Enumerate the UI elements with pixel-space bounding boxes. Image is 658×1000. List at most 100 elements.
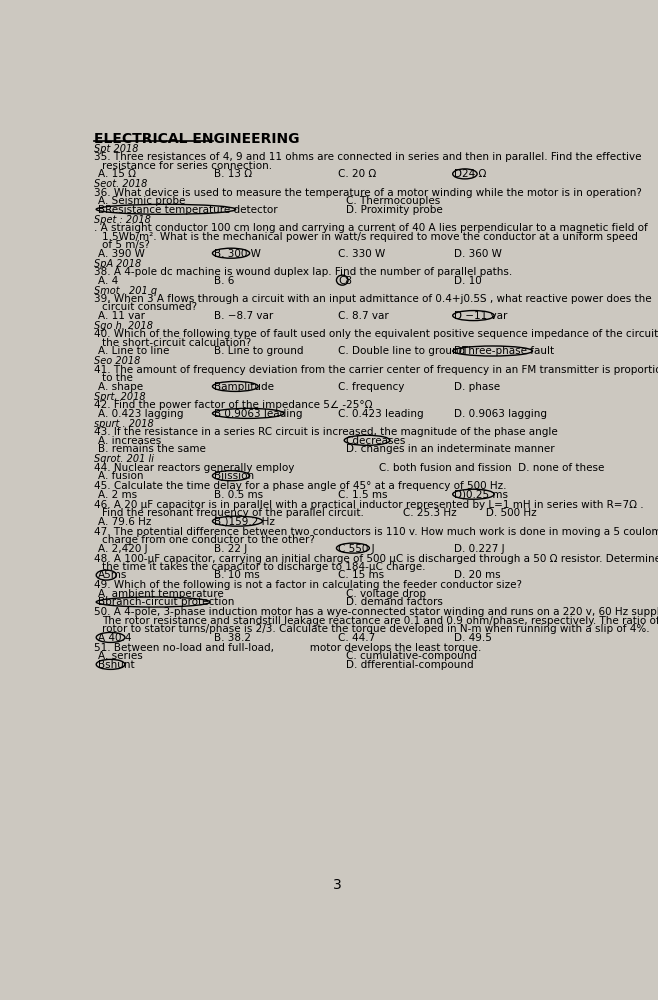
Text: A. 4: A. 4 — [98, 276, 118, 286]
Text: B. remains the same: B. remains the same — [98, 444, 205, 454]
Text: A. 11 var: A. 11 var — [98, 311, 145, 321]
Text: of 5 m/s?: of 5 m/s? — [101, 240, 149, 250]
Text: 42. Find the power factor of the impedance 5∠ -25°Ω: 42. Find the power factor of the impedan… — [94, 400, 372, 410]
Text: 51. Between no-load and full-load,           motor develops the least torque.: 51. Between no-load and full-load, motor… — [94, 643, 481, 653]
Text: to the: to the — [101, 373, 132, 383]
Text: B. 38.2: B. 38.2 — [214, 633, 251, 643]
Text: D. Proximity probe: D. Proximity probe — [345, 205, 442, 215]
Text: C8: C8 — [338, 276, 352, 286]
Text: rotor to stator turns/phase is 2/3. Calculate the torque developed in N-m when r: rotor to stator turns/phase is 2/3. Calc… — [101, 624, 649, 634]
Text: B. 300 W: B. 300 W — [214, 249, 261, 259]
Text: D. 360 W: D. 360 W — [454, 249, 502, 259]
Text: Seot. 2018: Seot. 2018 — [94, 179, 147, 189]
Text: B 0.9063 leading: B 0.9063 leading — [214, 409, 303, 419]
Text: C 550 J: C 550 J — [338, 544, 374, 554]
Text: A. 390 W: A. 390 W — [98, 249, 145, 259]
Text: B. 0.5 ms: B. 0.5 ms — [214, 490, 263, 500]
Text: Bjission: Bjission — [214, 471, 254, 481]
Text: D. 20 ms: D. 20 ms — [454, 570, 501, 580]
Text: A. ambient temperature: A. ambient temperature — [98, 589, 224, 599]
Text: A. Line to line: A. Line to line — [98, 346, 169, 356]
Text: Seo 2018: Seo 2018 — [94, 356, 140, 366]
Text: ELECTRICAL ENGINEERING: ELECTRICAL ENGINEERING — [94, 132, 299, 146]
Text: D. 10: D. 10 — [454, 276, 482, 286]
Text: C. 1.5 ms: C. 1.5 ms — [338, 490, 388, 500]
Text: A. shape: A. shape — [98, 382, 143, 392]
Text: the short-circuit calculation?: the short-circuit calculation? — [101, 338, 251, 348]
Text: BResistance temperature detector: BResistance temperature detector — [98, 205, 278, 215]
Text: A. 2,420 J: A. 2,420 J — [98, 544, 147, 554]
Text: Sqrot. 201 li: Sqrot. 201 li — [94, 454, 154, 464]
Text: A. 79.6 Hz: A. 79.6 Hz — [98, 517, 151, 527]
Text: D. demand factors: D. demand factors — [345, 597, 443, 607]
Text: A. 0.423 lagging: A. 0.423 lagging — [98, 409, 183, 419]
Text: . A straight conductor 100 cm long and carrying a current of 40 A lies perpendic: . A straight conductor 100 cm long and c… — [94, 223, 647, 233]
Text: Find the resonant frequency of the parallel circuit.            C. 25.3 Hz      : Find the resonant frequency of the paral… — [101, 508, 536, 518]
Text: Cdecreases: Cdecreases — [345, 436, 406, 446]
Text: 48. A 100-μF capacitor, carrying an initial charge of 500 μC is discharged throu: 48. A 100-μF capacitor, carrying an init… — [94, 554, 658, 564]
Text: D. dfferential-compound: D. dfferential-compound — [345, 660, 473, 670]
Text: 38. A 4-pole dc machine is wound duplex lap. Find the number of parallel paths.: 38. A 4-pole dc machine is wound duplex … — [94, 267, 512, 277]
Text: C. 0.423 leading: C. 0.423 leading — [338, 409, 424, 419]
Text: resistance for series connection.: resistance for series connection. — [101, 161, 272, 171]
Text: B.)159.2 Hz: B.)159.2 Hz — [214, 517, 275, 527]
Text: A. Seismic probe: A. Seismic probe — [98, 196, 185, 206]
Text: C. Thermocouples: C. Thermocouples — [345, 196, 440, 206]
Text: 43. If the resistance in a series RC circuit is increased, the magnitude of the : 43. If the resistance in a series RC cir… — [94, 427, 557, 437]
Text: 47. The potential difference between two conductors is 110 v. How much work is d: 47. The potential difference between two… — [94, 527, 658, 537]
Text: C. cumulative-compound: C. cumulative-compound — [345, 651, 477, 661]
Text: spurt . 2018: spurt . 2018 — [94, 419, 153, 429]
Text: 1.5Wb/m². What is the mechanical power in watt/s required to move the conductor : 1.5Wb/m². What is the mechanical power i… — [101, 232, 638, 242]
Text: Sprt, 2018: Sprt, 2018 — [94, 392, 145, 402]
Text: Spt 2018: Spt 2018 — [94, 144, 138, 154]
Text: B. Line to ground: B. Line to ground — [214, 346, 303, 356]
Text: B. 22 J: B. 22 J — [214, 544, 247, 554]
Text: 39, When 3 A flows through a circuit with an input admittance of 0.4+j0.5S , wha: 39, When 3 A flows through a circuit wit… — [94, 294, 651, 304]
Text: C. 44.7: C. 44.7 — [338, 633, 375, 643]
Text: 44. Nuclear reactors generally employ                          C. both fusion an: 44. Nuclear reactors generally employ C.… — [94, 463, 604, 473]
Text: C. 15 ms: C. 15 ms — [338, 570, 384, 580]
Text: A 40.4: A 40.4 — [98, 633, 131, 643]
Text: Bbranch-circuit protection: Bbranch-circuit protection — [98, 597, 234, 607]
Text: Sgo h. 2018: Sgo h. 2018 — [94, 321, 153, 331]
Text: D. 49.5: D. 49.5 — [454, 633, 492, 643]
Text: Bamplitude: Bamplitude — [214, 382, 274, 392]
Text: B. 6: B. 6 — [214, 276, 234, 286]
Text: Smot . 201 q: Smot . 201 q — [94, 286, 157, 296]
Text: DThree-phase fault: DThree-phase fault — [454, 346, 555, 356]
Text: D. changes in an indeterminate manner: D. changes in an indeterminate manner — [345, 444, 555, 454]
Text: 40. Which of the following type of fault used only the equivalent positive seque: 40. Which of the following type of fault… — [94, 329, 658, 339]
Text: B. 13 Ω: B. 13 Ω — [214, 169, 252, 179]
Text: SpA 2018: SpA 2018 — [94, 259, 141, 269]
Text: 36. What device is used to measure the temperature of a motor winding while the : 36. What device is used to measure the t… — [94, 188, 642, 198]
Text: 49. Which of the following is not a factor in calculating the feeder conductor s: 49. Which of the following is not a fact… — [94, 580, 522, 590]
Text: 35. Three resistances of 4, 9 and 11 ohms are connected in series and then in pa: 35. Three resistances of 4, 9 and 11 ohm… — [94, 152, 642, 162]
Text: Spet : 2018: Spet : 2018 — [94, 215, 151, 225]
Text: D24 Ω: D24 Ω — [454, 169, 487, 179]
Text: A. series: A. series — [98, 651, 143, 661]
Text: 46. A 20 μF capacitor is in parallel with a practical inductor represented by L=: 46. A 20 μF capacitor is in parallel wit… — [94, 500, 644, 510]
Text: A. fusion: A. fusion — [98, 471, 143, 481]
Text: 50. A 4-pole, 3-phase induction motor has a wye-connected stator winding and run: 50. A 4-pole, 3-phase induction motor ha… — [94, 607, 658, 617]
Text: B. −8.7 var: B. −8.7 var — [214, 311, 273, 321]
Text: Bshunt: Bshunt — [98, 660, 134, 670]
Text: B. 10 ms: B. 10 ms — [214, 570, 260, 580]
Text: C. voltage drop: C. voltage drop — [345, 589, 426, 599]
Text: charge from one conductor to the other?: charge from one conductor to the other? — [101, 535, 315, 545]
Text: the time it takes the capacitor to discharge to 184-μC charge.: the time it takes the capacitor to disch… — [101, 562, 425, 572]
Text: The rotor resistance and standstill leakage reactance are 0.1 and 0.9 ohm/phase,: The rotor resistance and standstill leak… — [101, 616, 658, 626]
Text: 41. The amount of frequency deviation from the carrier center of frequency in an: 41. The amount of frequency deviation fr… — [94, 365, 658, 375]
Text: C. Double line to ground: C. Double line to ground — [338, 346, 465, 356]
Text: D. 0.227 J: D. 0.227 J — [454, 544, 505, 554]
Text: C. 8.7 var: C. 8.7 var — [338, 311, 389, 321]
Text: A. increases: A. increases — [98, 436, 161, 446]
Text: A5ms: A5ms — [98, 570, 127, 580]
Text: D. 0.9063 lagging: D. 0.9063 lagging — [454, 409, 547, 419]
Text: circuit consumed?: circuit consumed? — [101, 302, 197, 312]
Text: C. 20 Ω: C. 20 Ω — [338, 169, 376, 179]
Text: A. 2 ms: A. 2 ms — [98, 490, 137, 500]
Text: D)0.25 ms: D)0.25 ms — [454, 490, 508, 500]
Text: 3: 3 — [333, 878, 342, 892]
Text: C. frequency: C. frequency — [338, 382, 405, 392]
Text: D. phase: D. phase — [454, 382, 500, 392]
